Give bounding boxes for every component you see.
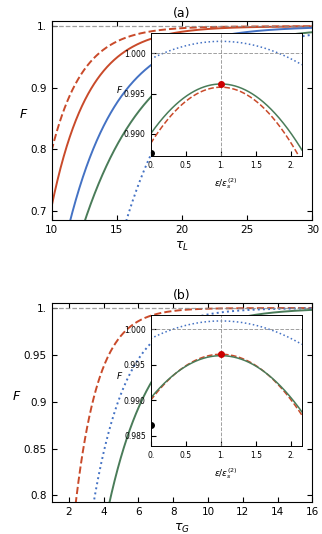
Title: (b): (b) [173,289,191,302]
X-axis label: $\tau_L$: $\tau_L$ [175,240,189,254]
Y-axis label: $F$: $F$ [116,370,123,381]
Y-axis label: $F$: $F$ [116,84,123,95]
Title: (a): (a) [173,7,191,20]
Y-axis label: $F$: $F$ [12,390,21,403]
Y-axis label: $F$: $F$ [19,108,28,121]
X-axis label: $\tau_G$: $\tau_G$ [174,522,190,534]
X-axis label: $\epsilon/\epsilon_s^{(2)}$: $\epsilon/\epsilon_s^{(2)}$ [214,466,238,481]
X-axis label: $\epsilon/\epsilon_s^{(2)}$: $\epsilon/\epsilon_s^{(2)}$ [214,176,238,191]
